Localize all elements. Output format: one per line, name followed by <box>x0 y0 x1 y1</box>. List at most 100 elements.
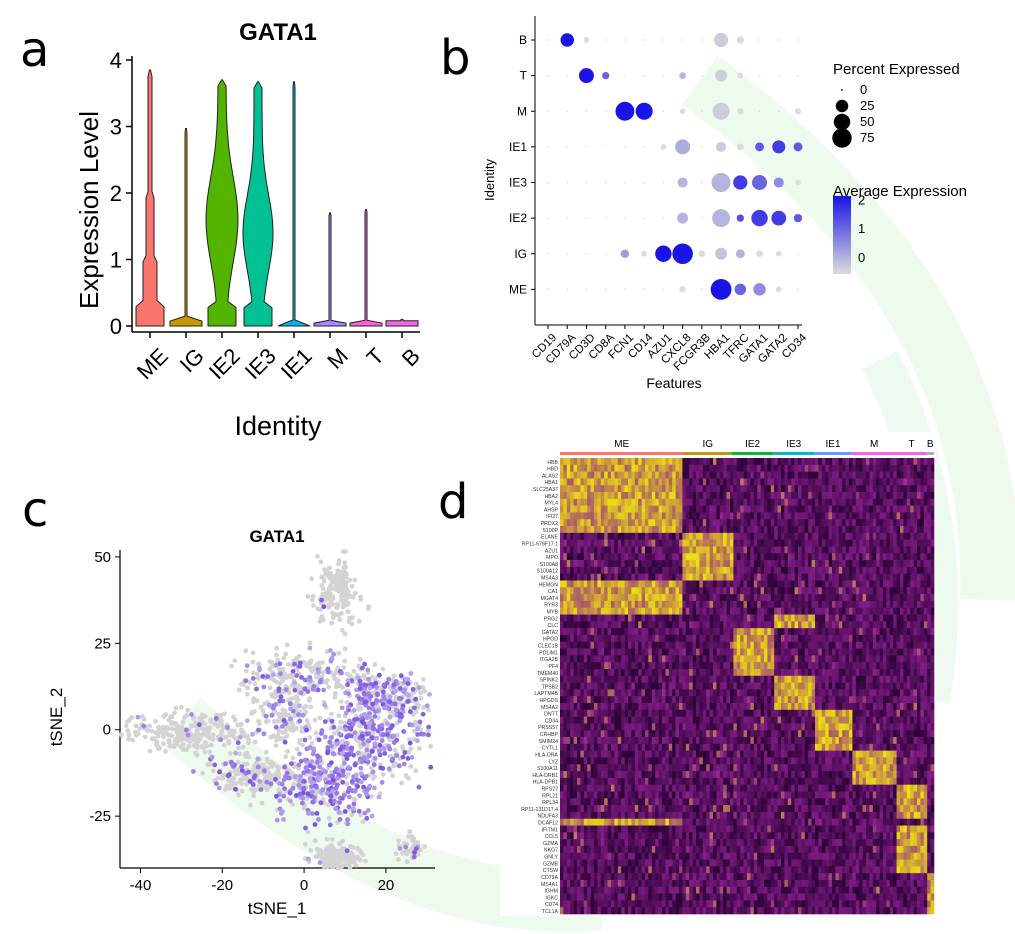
heatmap-cell <box>794 505 799 513</box>
heatmap-cell <box>665 539 670 547</box>
heatmap-cell <box>859 573 863 581</box>
heatmap-cell <box>563 560 568 568</box>
heatmap-cell <box>791 485 795 493</box>
heatmap-cell <box>842 587 846 595</box>
heatmap-cell <box>560 560 564 568</box>
heatmap-cell <box>638 505 642 513</box>
heatmap-cell <box>842 607 846 615</box>
tsne-cell <box>200 770 206 776</box>
heatmap-cell <box>764 519 768 527</box>
heatmap-cell <box>736 512 741 520</box>
heatmap-cell <box>689 532 693 540</box>
heatmap-cell <box>658 539 663 547</box>
heatmap-cell <box>566 471 571 479</box>
heatmap-cell <box>859 498 863 506</box>
heatmap-cell <box>825 573 829 581</box>
heatmap-cell <box>679 614 683 622</box>
heatmap-cell <box>876 614 880 622</box>
heatmap-cell <box>617 458 622 466</box>
heatmap-cell <box>910 546 914 554</box>
heatmap-cell <box>696 505 700 513</box>
tsne-cell-expressed <box>302 757 308 763</box>
heatmap-cell <box>825 492 829 500</box>
heatmap-cell <box>611 471 615 479</box>
heatmap-group-bar <box>732 452 774 455</box>
heatmap-cell <box>675 519 680 527</box>
dot-plot: Identity Features Percent Expressed Aver… <box>482 16 967 391</box>
heatmap-cell <box>883 498 887 506</box>
tsne-cell-expressed <box>406 698 411 704</box>
tsne-cell-expressed <box>302 737 308 743</box>
heatmap-cell <box>774 560 778 568</box>
heatmap-cell <box>838 526 843 534</box>
heatmap-cell <box>566 505 571 513</box>
dot-IG-AZU1 <box>655 245 672 262</box>
heatmap-cell <box>811 614 816 622</box>
tsne-cell <box>160 741 166 747</box>
heatmap-cell <box>927 566 931 575</box>
heatmap-cell <box>675 492 680 500</box>
heatmap-cell <box>883 566 887 575</box>
heatmap-cell <box>828 464 833 472</box>
dot-IE1-CD14 <box>643 145 646 148</box>
heatmap-cell <box>866 471 870 479</box>
heatmap-cell <box>923 532 928 540</box>
heatmap-cell <box>821 553 826 561</box>
tsne-cell <box>337 581 343 587</box>
heatmap-cell <box>774 478 778 486</box>
heatmap-cell <box>699 607 704 615</box>
dot-IE2-CD3D <box>585 217 588 220</box>
heatmap-cell <box>747 600 751 609</box>
heatmap-cell <box>798 539 802 547</box>
heatmap-cell <box>798 498 802 506</box>
heatmap-cell <box>733 546 738 554</box>
heatmap-cell <box>784 560 789 568</box>
heatmap-cell <box>733 519 738 527</box>
heatmap-cell <box>713 546 717 554</box>
heatmap-cell <box>668 498 673 506</box>
tsne-cell <box>297 684 303 690</box>
heatmap-cell <box>903 553 908 561</box>
dot-B-FCN1 <box>624 39 626 41</box>
heatmap-cell <box>590 526 595 534</box>
heatmap-cell <box>590 614 595 622</box>
heatmap-cell <box>631 594 636 602</box>
tsne-cell <box>236 745 241 751</box>
heatmap-cell <box>855 498 860 506</box>
heatmap-cell <box>617 519 622 527</box>
heatmap-cell <box>713 560 717 568</box>
heatmap-cell <box>658 471 663 479</box>
dot-ME-CD79A <box>566 288 569 291</box>
heatmap-cell <box>821 526 826 534</box>
heatmap-cell <box>740 478 744 486</box>
heatmap-cell <box>811 458 816 466</box>
tsne-cell-expressed <box>317 764 323 770</box>
heatmap-cell <box>791 526 795 534</box>
tsne-cell <box>287 712 292 718</box>
heatmap-cell <box>696 560 700 568</box>
heatmap-cell <box>628 614 632 622</box>
tsne-cell <box>340 598 346 604</box>
tsne-cell <box>250 670 256 676</box>
heatmap-cell <box>570 485 574 493</box>
heatmap-cell <box>825 505 829 513</box>
heatmap-cell <box>726 553 731 561</box>
heatmap-cell <box>872 526 877 534</box>
heatmap-cell <box>753 553 758 561</box>
heatmap-cell <box>821 560 826 568</box>
heatmap-gene-label: HBD <box>547 467 558 473</box>
heatmap-cell <box>621 580 625 588</box>
heatmap-cell <box>679 566 683 575</box>
tsne-cell-expressed <box>400 754 406 760</box>
dot-M-CXCL8 <box>679 108 686 115</box>
heatmap-cell <box>855 471 860 479</box>
heatmap-cell <box>798 614 802 622</box>
heatmap-gene-label: RYR3 <box>544 603 558 609</box>
heatmap-cell <box>587 594 591 602</box>
heatmap-cell <box>662 478 666 486</box>
tsne-cell <box>164 724 170 730</box>
heatmap-cell <box>770 478 775 486</box>
heatmap-cell <box>580 539 585 547</box>
heatmap-cell <box>801 458 806 466</box>
heatmap-cell <box>675 546 680 554</box>
